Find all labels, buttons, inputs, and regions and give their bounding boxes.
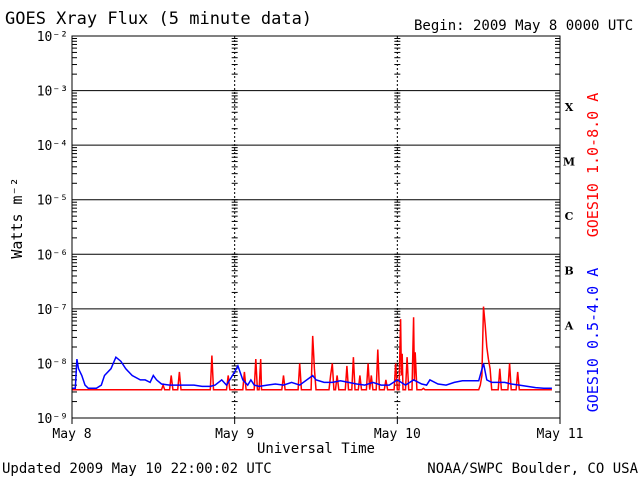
y-tick-label: 10⁻⁵ [37, 194, 68, 209]
begin-label: Begin: 2009 May 8 0000 UTC [414, 18, 633, 34]
flare-class-label: A [564, 319, 574, 332]
y-tick-label: 10⁻⁸ [37, 357, 68, 372]
flare-class-label: X [565, 101, 574, 114]
y-tick-label: 10⁻² [37, 30, 68, 45]
y-tick-label: 10⁻⁷ [37, 303, 68, 318]
flare-class-label: M [563, 156, 575, 169]
y-tick-label: 10⁻⁴ [37, 139, 68, 154]
plot-frame [71, 35, 561, 419]
series-lines [72, 306, 552, 391]
y-axis: 10⁻⁹ 10⁻⁸ 10⁻⁷ 10⁻⁶ 10⁻⁵ 10⁻⁴ 10⁻³ 10⁻² [37, 30, 560, 427]
legend-series-red: GOES10 1.0-8.0 A [584, 93, 602, 238]
x-tick-label: May 8 [52, 427, 91, 442]
flare-class-label: C [565, 210, 574, 223]
credit-label: NOAA/SWPC Boulder, CO USA [427, 461, 638, 477]
x-axis-label: Universal Time [257, 441, 375, 457]
x-axis: May 8 May 9 May 10 May 11 [52, 418, 583, 442]
chart-title: GOES Xray Flux (5 minute data) [5, 9, 312, 29]
y-tick-label: 10⁻⁶ [37, 248, 68, 263]
y-axis-label: Watts m⁻² [8, 177, 26, 258]
x-tick-label: May 11 [537, 427, 584, 442]
flare-class-label: B [564, 265, 573, 278]
flare-class-labels: X M C B A [563, 101, 575, 332]
x-tick-label: May 10 [374, 427, 421, 442]
y-tick-label: 10⁻⁹ [37, 412, 68, 427]
series-line-short-wavelength [72, 355, 552, 390]
legend-series-blue: GOES10 0.5-4.0 A [584, 268, 602, 413]
updated-timestamp: Updated 2009 May 10 22:00:02 UTC [2, 461, 272, 477]
x-tick-label: May 9 [215, 427, 254, 442]
grid [72, 36, 560, 419]
series-line-long-wavelength [72, 306, 552, 391]
y-tick-label: 10⁻³ [37, 85, 68, 100]
